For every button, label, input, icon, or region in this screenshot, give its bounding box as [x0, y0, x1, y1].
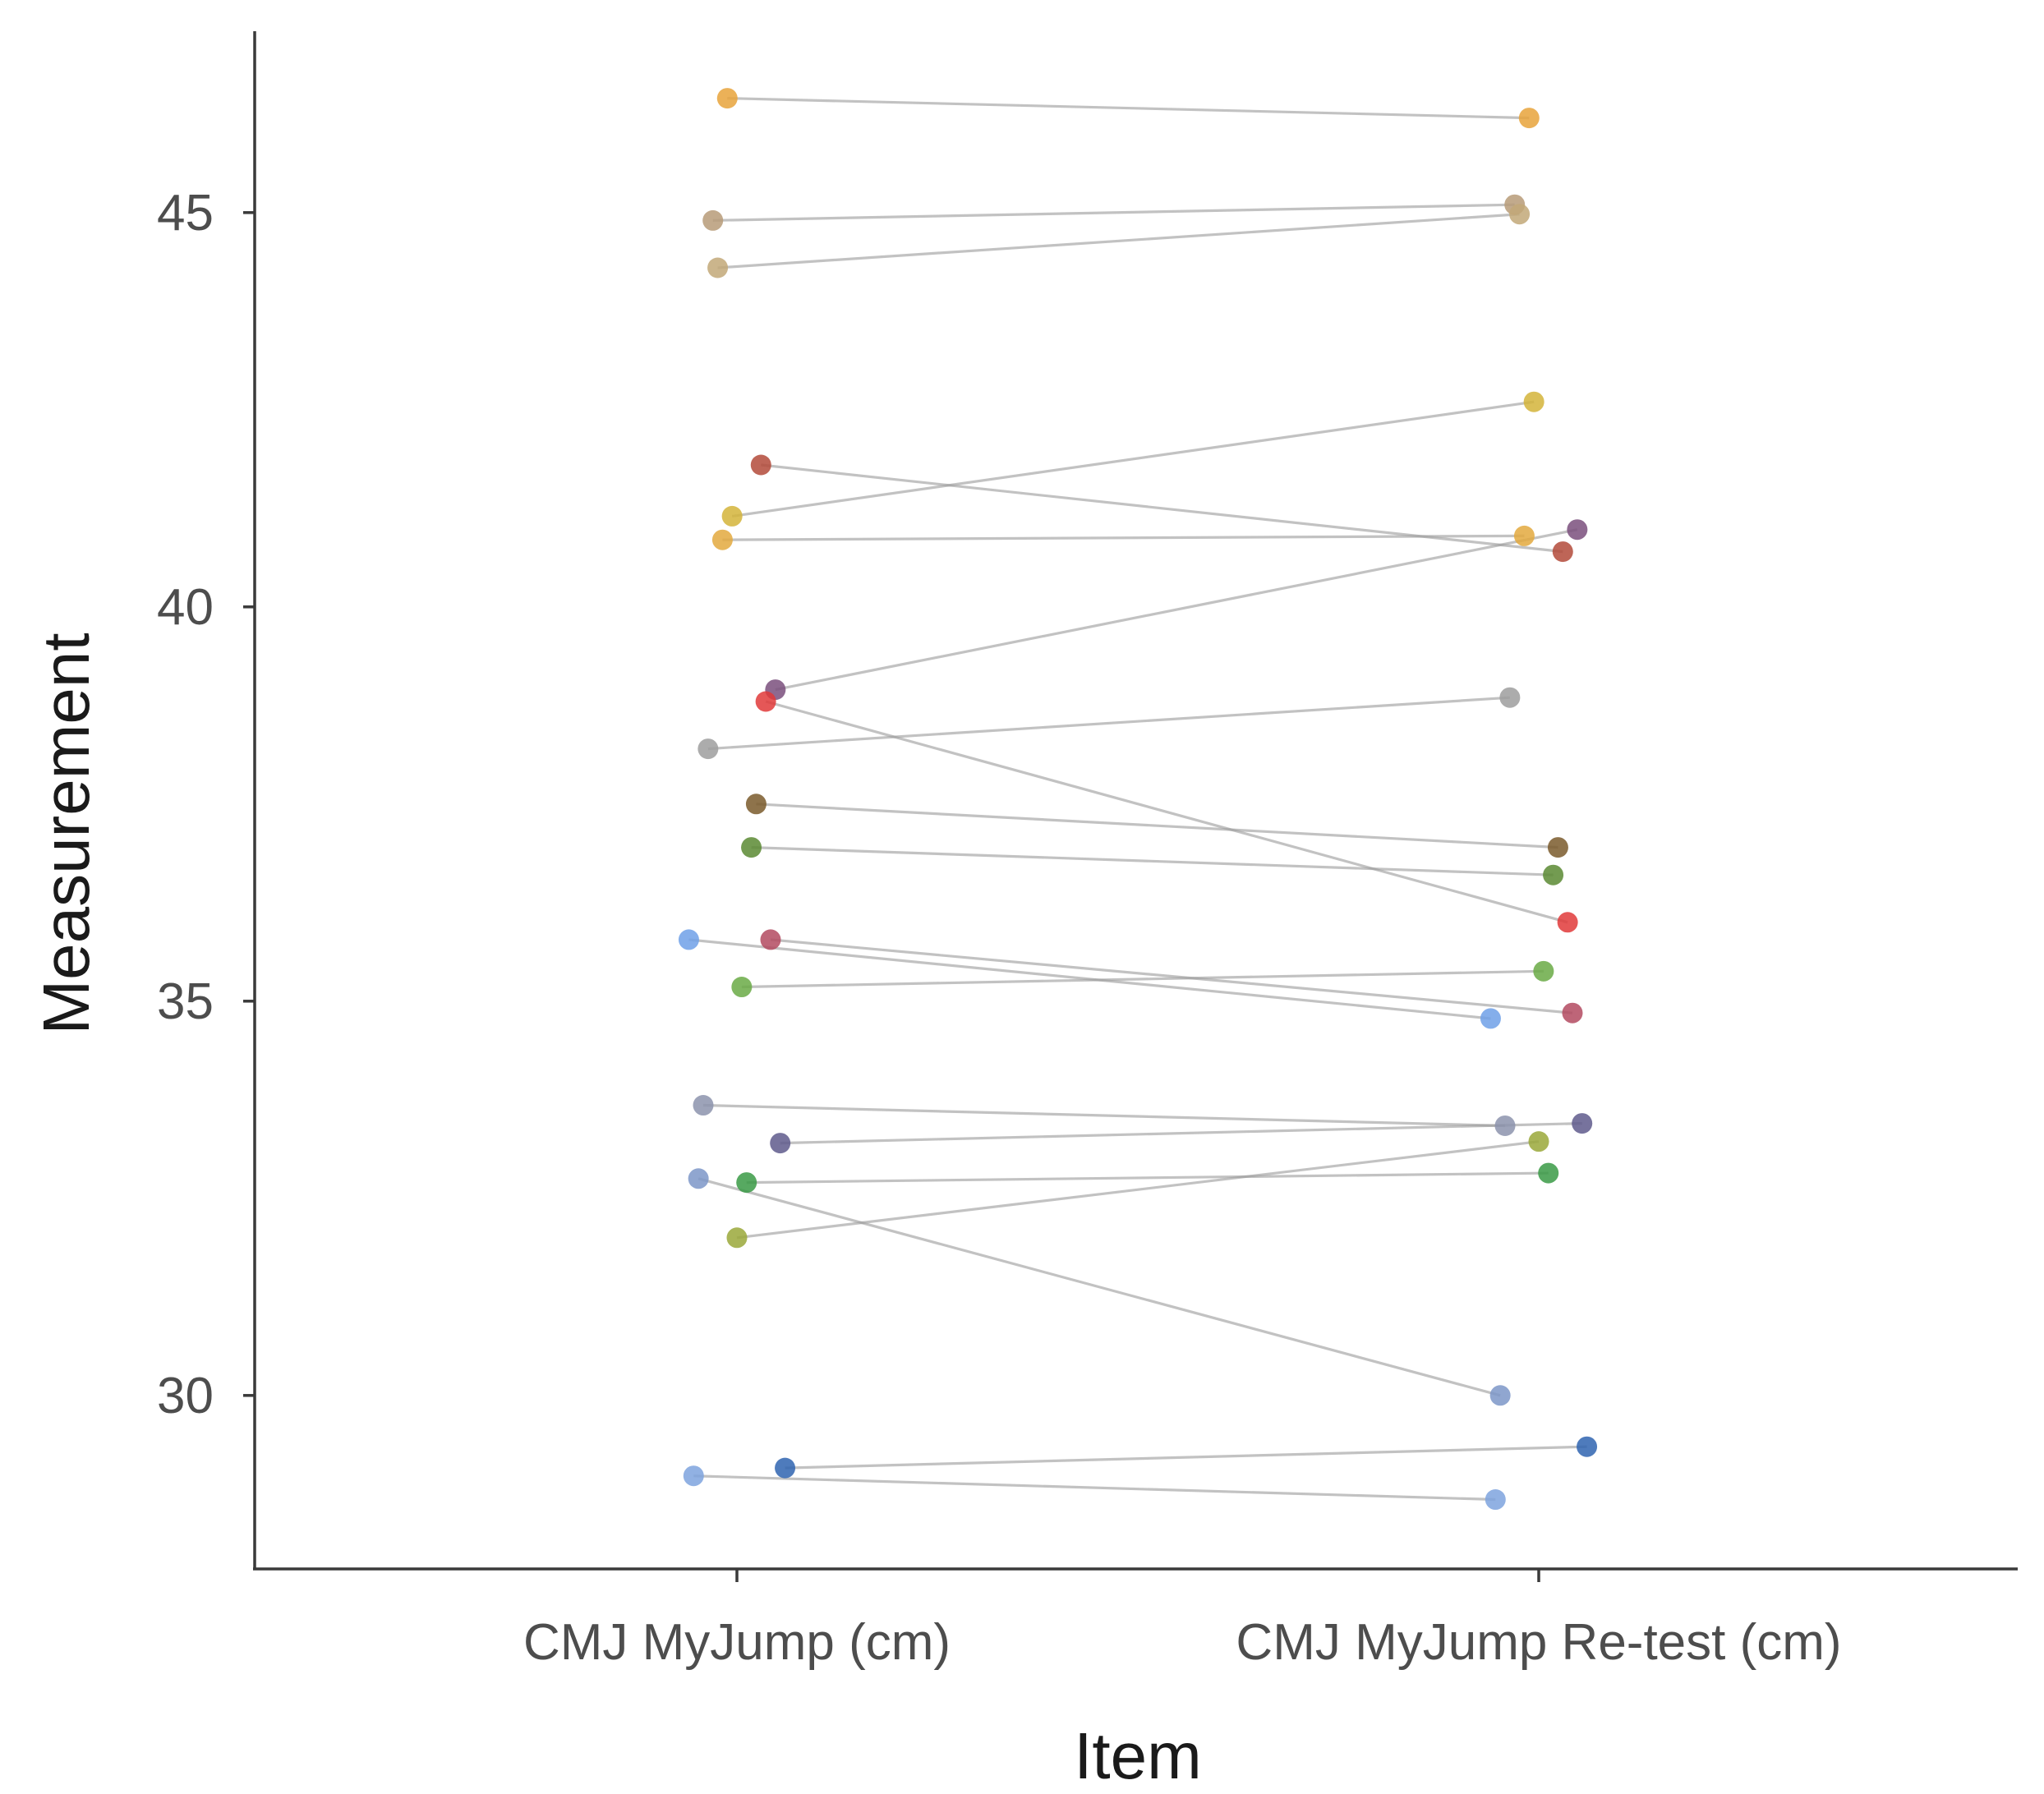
data-point: [1547, 837, 1568, 858]
pair-line: [775, 528, 1578, 692]
pair-line: [727, 97, 1530, 120]
data-point: [1499, 687, 1521, 708]
pair-lines: [688, 97, 1587, 1502]
data-point: [1485, 1489, 1506, 1511]
data-point: [702, 209, 724, 231]
data-point: [711, 529, 733, 550]
pair-line: [751, 846, 1554, 876]
data-point: [1480, 1008, 1501, 1029]
pair-line: [693, 1474, 1496, 1502]
data-point: [1513, 525, 1535, 546]
data-point: [1533, 960, 1554, 982]
pair-line: [702, 1103, 1506, 1128]
data-point: [1494, 1115, 1516, 1136]
pair-line: [712, 203, 1515, 222]
data-point: [775, 1457, 796, 1479]
data-point: [707, 257, 729, 278]
data-point: [1577, 1436, 1598, 1457]
x-tick-label: CMJ MyJump Re-test (cm): [1236, 1614, 1841, 1671]
data-point: [683, 1465, 704, 1487]
pair-line: [746, 1171, 1549, 1184]
data-point: [1509, 204, 1531, 225]
y-axis-ticks: 30 35 40 45: [157, 185, 255, 1424]
data-point: [697, 738, 719, 760]
pair-line: [707, 696, 1510, 751]
data-point: [1562, 1002, 1583, 1024]
pair-line: [717, 213, 1520, 269]
y-tick-label: 40: [157, 579, 214, 636]
data-point: [1543, 864, 1564, 886]
x-axis-title: Item: [1074, 1719, 1202, 1792]
data-point: [1489, 1385, 1511, 1406]
data-point: [741, 837, 762, 858]
pair-line: [785, 1445, 1587, 1470]
y-axis-title: Measurement: [30, 632, 103, 1034]
y-tick-label: 35: [157, 973, 214, 1030]
data-point: [678, 929, 699, 950]
axes: [253, 31, 2018, 1571]
data-point: [721, 505, 743, 527]
data-point: [1518, 108, 1540, 129]
x-tick-label: CMJ MyJump (cm): [523, 1614, 951, 1671]
pair-line: [697, 1177, 1501, 1397]
pair-line: [756, 803, 1558, 849]
x-axis-ticks: CMJ MyJump (cm) CMJ MyJump Re-test (cm): [523, 1569, 1842, 1671]
pair-line: [780, 1122, 1582, 1145]
data-point: [731, 977, 753, 998]
data-point: [688, 1168, 709, 1189]
data-point: [1567, 519, 1588, 540]
data-point: [693, 1095, 714, 1116]
y-tick-label: 30: [157, 1368, 214, 1424]
data-point: [716, 88, 738, 109]
data-point: [1523, 391, 1545, 412]
data-point: [1528, 1131, 1549, 1152]
data-point: [1538, 1162, 1559, 1184]
data-point: [1557, 912, 1578, 933]
y-tick-label: 45: [157, 185, 214, 242]
data-point: [726, 1227, 748, 1249]
data-point: [755, 691, 776, 712]
data-point: [760, 929, 781, 950]
data-point: [1572, 1113, 1593, 1134]
data-point: [745, 794, 766, 815]
data-point: [770, 1133, 791, 1154]
data-point: [736, 1172, 757, 1194]
pair-line: [741, 969, 1544, 989]
data-point: [750, 454, 771, 476]
data-point: [1552, 541, 1573, 563]
data-points: [678, 88, 1598, 1511]
pair-line: [731, 400, 1535, 518]
pair-line: [722, 534, 1525, 541]
pair-line: [765, 700, 1568, 924]
pair-line: [736, 1140, 1540, 1240]
pair-line: [770, 938, 1573, 1014]
